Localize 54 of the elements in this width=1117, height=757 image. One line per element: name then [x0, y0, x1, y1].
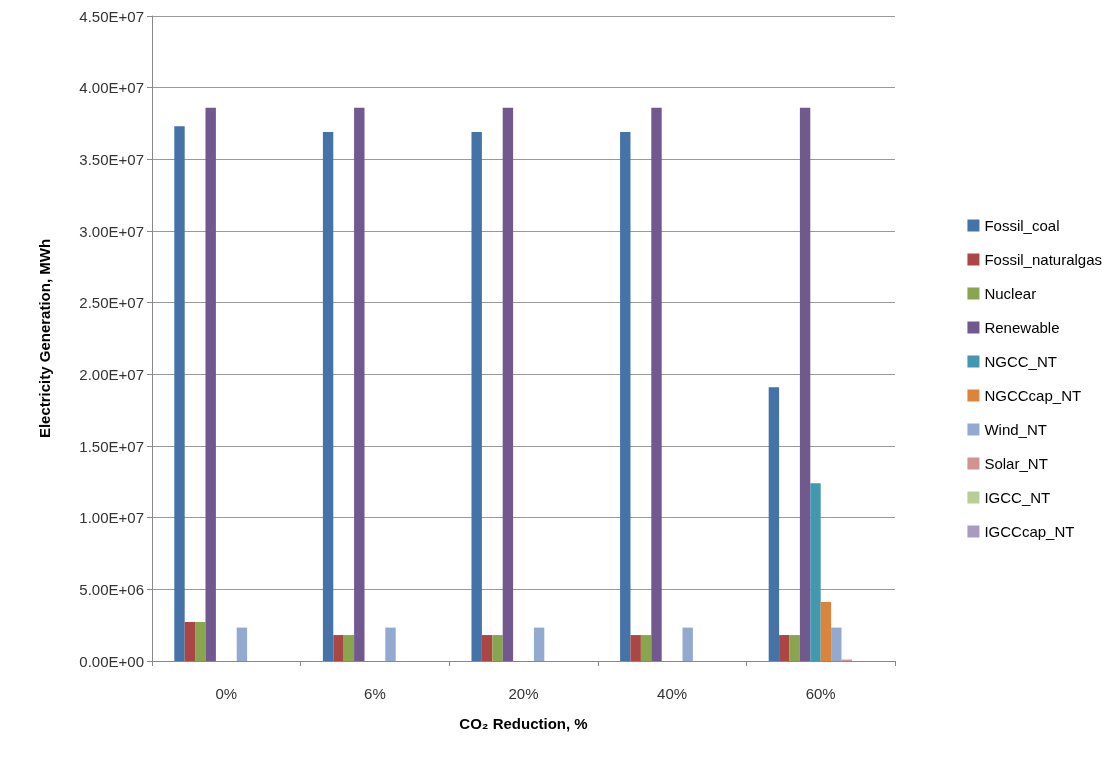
bar	[789, 635, 800, 661]
bar	[533, 627, 545, 661]
y-tick-label: 3.50E+07	[79, 150, 144, 168]
x-tick-label: 6%	[364, 685, 386, 702]
legend-label: Nuclear	[984, 285, 1037, 302]
bar	[810, 483, 821, 661]
bar	[322, 132, 334, 661]
y-tick-label: 2.50E+07	[79, 294, 144, 312]
y-tick-label: 4.00E+07	[79, 79, 144, 97]
bar	[195, 622, 206, 661]
x-tick-label: 0%	[215, 685, 238, 702]
legend-label: Wind_NT	[984, 421, 1047, 438]
legend-label: NGCC_NT	[984, 353, 1057, 370]
y-axis-title: Electricity Generation, MWh	[36, 238, 53, 439]
bar	[779, 635, 790, 661]
bar	[630, 635, 641, 661]
x-axis-title: CO₂ Reduction, %	[459, 715, 588, 732]
y-tick-label: 2.00E+07	[79, 365, 144, 383]
x-tick-label: 20%	[508, 685, 539, 702]
bar	[820, 601, 832, 661]
y-tick-label: 1.00E+07	[79, 509, 144, 527]
legend-label: IGCC_NT	[984, 489, 1051, 506]
legend-label: Fossil_naturalgas	[984, 251, 1102, 268]
bar	[385, 627, 396, 661]
bar	[831, 627, 842, 661]
bar	[620, 132, 631, 661]
y-tick-label: 1.50E+07	[79, 437, 144, 455]
legend-label: NGCCcap_NT	[984, 387, 1082, 404]
bar	[471, 132, 482, 661]
legend-label: Fossil_coal	[984, 217, 1060, 234]
bar	[799, 107, 811, 661]
bar	[768, 387, 780, 661]
bar	[481, 635, 493, 661]
y-tick-label: 3.00E+07	[79, 222, 144, 240]
legend-label: IGCCcap_NT	[984, 523, 1075, 540]
bar	[343, 635, 355, 661]
legend-label: Solar_NT	[984, 455, 1048, 472]
bar	[184, 622, 196, 661]
y-tick-label: 5.00E+06	[79, 580, 144, 598]
x-tick-label: 60%	[805, 685, 836, 702]
y-tick-label: 0.00E+00	[79, 652, 144, 670]
bar	[640, 635, 652, 661]
bar	[236, 627, 248, 661]
bar	[651, 107, 662, 661]
bar	[502, 107, 514, 661]
bar	[492, 635, 503, 661]
bar	[333, 635, 344, 661]
legend-label: Renewable	[984, 319, 1060, 336]
bar	[205, 107, 216, 661]
bar	[174, 126, 185, 661]
y-tick-label: 4.50E+07	[79, 7, 144, 25]
bar	[682, 627, 693, 661]
x-tick-label: 40%	[657, 685, 688, 702]
bar	[354, 107, 365, 661]
